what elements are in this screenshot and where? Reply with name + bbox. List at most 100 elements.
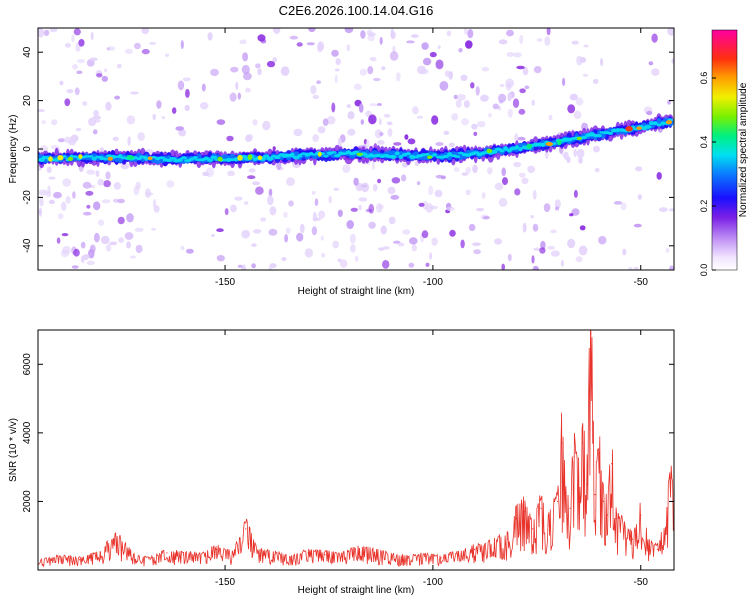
snr-point [232,554,234,556]
noise-speck [470,82,475,89]
noise-speck [562,77,566,87]
noise-speck [513,52,522,58]
noise-speck [126,213,134,223]
noise-speck [186,248,194,254]
noise-speck [465,189,471,196]
snr-point [631,538,634,540]
ridge-cell [102,157,109,161]
ridge-hotspot [217,156,223,162]
noise-speck [316,80,321,85]
noise-speck [646,110,653,116]
ridge-cell [158,156,165,160]
snr-point [569,507,571,509]
noise-speck [39,207,43,217]
ridge-cell [491,149,498,154]
snr-point [602,500,604,502]
noise-speck [468,223,476,232]
noise-speck [114,95,120,100]
noise-speck [272,57,278,63]
noise-speck [506,52,515,57]
ridge-hotspot [48,156,53,162]
noise-speck [350,243,356,253]
noise-speck [267,195,274,206]
noise-speck [633,266,639,270]
snr-line [38,330,674,568]
noise-speck [296,232,304,242]
noise-speck [428,185,434,196]
colorbar: 0.0 0.2 0.4 0.6 Normalized spectral amplitu… [699,29,749,276]
noise-speck [39,197,44,207]
noise-speck [573,189,578,198]
noise-speck [463,28,468,36]
colorbar-tick-label: 0.4 [699,136,709,149]
snr-point [606,514,609,516]
noise-speck [60,249,69,258]
snr-point [548,524,550,527]
noise-speck [353,83,362,91]
noise-speck [46,166,52,173]
snr-point [357,548,359,551]
ridge-cell [274,155,281,160]
noise-speck [76,59,85,64]
noise-speck [579,56,587,63]
noise-speck [347,128,356,136]
noise-speck [420,68,429,75]
noise-speck [400,174,407,182]
noise-speck [377,140,385,145]
noise-speck [371,160,375,171]
noise-speck [89,57,98,62]
noise-speck [460,239,465,249]
noise-speck [368,114,377,125]
noise-speck [425,262,430,267]
noise-speck [346,220,355,229]
noise-speck [379,37,383,45]
snr-marks [38,330,674,568]
noise-speck [573,110,582,120]
noise-speck [237,264,243,268]
noise-speck [116,63,122,69]
noise-speck [112,136,119,142]
noise-speck [86,169,96,175]
ridge-cell [401,153,408,157]
noise-speck [461,118,469,126]
noise-speck [172,107,177,114]
noise-speck [571,40,579,45]
noise-speck [178,129,187,137]
noise-speck [435,142,444,146]
noise-speck [156,100,162,109]
noise-speck [628,266,633,270]
noise-speck [107,46,116,51]
noise-speck [651,33,658,43]
noise-speck [210,234,215,237]
noise-speck [312,211,317,222]
noise-speck [86,260,96,266]
noise-speck [378,204,384,210]
noise-speck [41,120,47,125]
snr-ytick-label: 4000 [22,421,33,444]
noise-speck [184,104,190,112]
noise-speck [101,199,111,204]
ridge-cell [499,149,505,153]
noise-speck [293,128,303,137]
ridge-hotspot [576,136,582,141]
noise-speck [180,40,184,50]
noise-speck [202,171,210,177]
noise-speck [257,34,266,42]
noise-speck [471,123,478,130]
noise-speck [494,182,504,191]
ridge-cell [656,123,662,127]
noise-speck [369,103,378,107]
noise-speck [175,126,184,131]
noise-speck [134,227,144,232]
noise-speck [288,200,294,207]
ridge-cell [398,154,404,160]
noise-speck [86,204,91,209]
spectrogram-ytick-label: -40 [22,238,33,253]
ridge-cell [432,153,437,157]
noise-speck [161,116,165,120]
noise-speck [318,210,326,219]
noise-speck [582,73,589,77]
noise-speck [284,234,288,243]
noise-speck [229,92,237,102]
noise-speck [473,249,481,255]
